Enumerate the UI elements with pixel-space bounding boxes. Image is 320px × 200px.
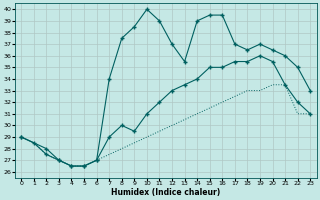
X-axis label: Humidex (Indice chaleur): Humidex (Indice chaleur): [111, 188, 220, 197]
